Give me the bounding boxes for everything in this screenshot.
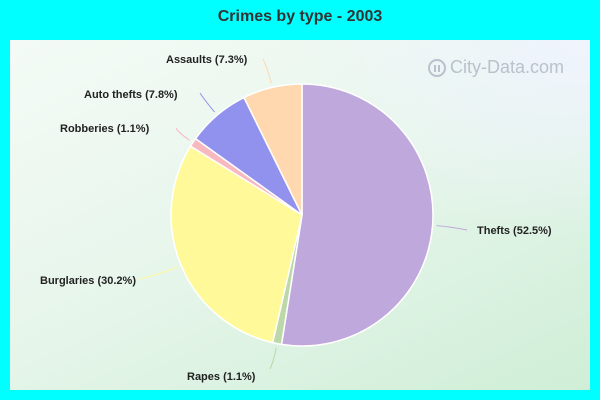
leader-line-1 [269,347,277,370]
leader-line-0 [436,225,468,231]
leader-line-3 [175,127,190,141]
pie-slice-0 [280,83,434,347]
leader-line-5 [262,58,272,84]
slice-label-3: Robberies (1.1%) [60,123,150,135]
pie-slice-5 [242,83,303,216]
slice-label-0: Thefts (52.5%) [477,225,552,237]
watermark-text: City-Data.com [450,57,565,77]
watermark: City-Data.com [428,57,564,78]
chart-title: Crimes by type - 2003 [217,8,383,25]
slice-label-2: Burglaries (30.2%) [40,275,136,287]
leader-line-2 [139,266,178,280]
slice-label-4: Auto thefts (7.8%) [84,89,178,101]
slice-label-1: Rapes (1.1%) [187,371,256,383]
leader-line-4 [199,92,215,113]
city-data-logo-icon [428,58,446,77]
slice-label-5: Assaults (7.3%) [166,54,248,66]
